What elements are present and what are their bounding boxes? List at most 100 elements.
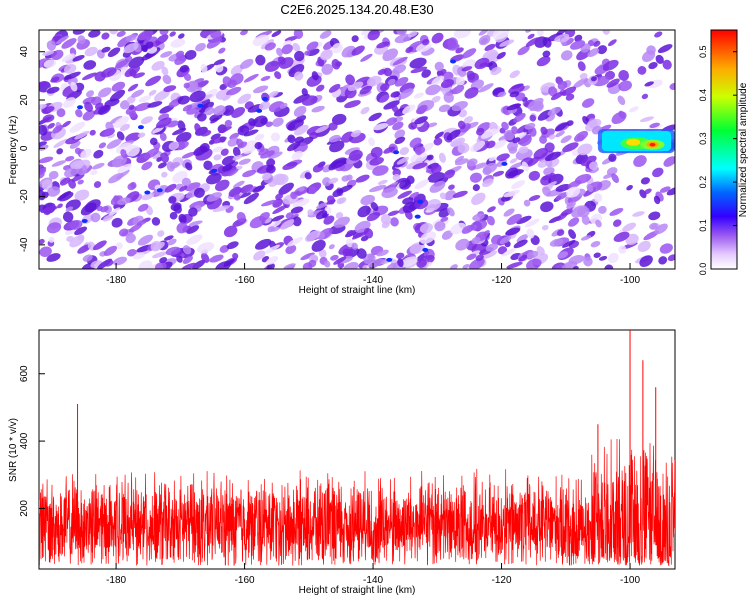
spectrogram-cell xyxy=(64,71,81,80)
spectrogram-cell xyxy=(496,158,507,167)
spectrogram-cell xyxy=(252,184,266,193)
spectrogram-cell xyxy=(84,101,94,112)
spectrogram-cell xyxy=(560,50,573,61)
spectrogram-x-label: Height of straight line (km) xyxy=(299,285,416,296)
spectrogram-cell xyxy=(82,72,97,81)
spectrogram-cell xyxy=(165,246,181,256)
spectrogram-cell xyxy=(186,234,203,245)
spectrogram-cell xyxy=(77,234,85,241)
spectrogram-cell xyxy=(649,122,660,129)
spectrogram-cell xyxy=(292,42,301,52)
spectrogram-cell xyxy=(565,93,575,101)
spectrogram-cell xyxy=(556,229,565,237)
spectrogram-cell xyxy=(524,218,540,228)
spectrogram-cell xyxy=(537,159,550,168)
spectrogram-cell xyxy=(287,141,301,152)
spectrogram-cell xyxy=(170,38,186,48)
spectrogram-cell xyxy=(120,149,128,159)
spectrogram-cell xyxy=(182,255,193,264)
spectrogram-cell xyxy=(376,41,390,49)
spectrogram-cell xyxy=(566,201,576,210)
spectrogram-cell xyxy=(666,187,675,196)
spectrogram-cell xyxy=(164,183,177,193)
spectrogram-cell xyxy=(350,129,362,138)
spectrogram-cell xyxy=(236,138,244,148)
spectrogram-cell xyxy=(355,174,370,183)
spectrogram-cell xyxy=(77,35,86,45)
spectrogram-cell xyxy=(573,77,588,89)
spectrogram-cell xyxy=(77,179,84,185)
spectrogram-cell xyxy=(406,160,423,170)
spectrogram-cell xyxy=(501,121,509,131)
spectrogram-cell xyxy=(407,31,418,38)
spectrogram-cell xyxy=(197,112,207,122)
spectrogram-cell xyxy=(118,228,129,237)
spectrogram-cell xyxy=(240,30,248,36)
spectrogram-cell xyxy=(405,46,414,54)
spectrogram-cell xyxy=(560,135,572,144)
spectrogram-cell xyxy=(434,221,446,232)
spectrogram-cell xyxy=(394,129,406,139)
spectrogram-cell xyxy=(176,255,183,263)
spectrogram-cell xyxy=(239,58,254,70)
spectrogram-cell xyxy=(206,173,222,185)
spectrogram-cell xyxy=(400,256,418,268)
spectrogram-cell xyxy=(567,180,582,189)
spectrogram-cell xyxy=(63,97,76,108)
spectrogram-cell xyxy=(102,214,114,222)
spectrogram-cell xyxy=(566,186,581,198)
spectrogram-cell xyxy=(602,173,614,179)
spectrogram-cell xyxy=(83,60,97,70)
spectrogram-cell xyxy=(667,254,675,262)
spectrogram-cell xyxy=(462,264,470,269)
spectrogram-cell xyxy=(82,110,96,121)
spectrogram-cell xyxy=(103,127,115,136)
spectrogram-cell xyxy=(306,41,319,51)
spectrogram-cell xyxy=(555,212,568,221)
spectrogram-cell xyxy=(472,213,485,221)
spectrogram-cell xyxy=(439,192,447,200)
spectrogram-cell xyxy=(387,78,396,86)
spectrogram-cell xyxy=(290,206,304,214)
spectrogram-cell xyxy=(301,95,318,106)
spectrogram-cell xyxy=(188,207,198,217)
spectrogram-cell xyxy=(652,167,664,178)
spectrogram-cell xyxy=(412,162,428,170)
spectrogram-cell xyxy=(98,87,112,98)
spectrogram-cell xyxy=(574,130,589,142)
spectrogram-cell xyxy=(548,134,556,140)
spectrogram-cell xyxy=(414,147,422,156)
spectrogram-cell xyxy=(659,186,671,193)
spectrogram-cell xyxy=(425,84,441,96)
spectrogram-cell xyxy=(47,122,55,129)
spectrogram-cell xyxy=(65,156,75,162)
spectrogram-cell xyxy=(555,192,569,201)
spectrogram-cell xyxy=(177,95,190,105)
spectrogram-cell xyxy=(451,101,468,112)
spectrogram-cell xyxy=(450,140,463,147)
spectrogram-cell xyxy=(104,98,120,107)
spectrogram-cell xyxy=(181,262,197,269)
spectrogram-cell xyxy=(137,125,144,130)
spectrogram-cell xyxy=(41,179,53,191)
spectrogram-cell xyxy=(151,217,161,226)
spectrogram-cell xyxy=(61,38,77,49)
spectrogram-cell xyxy=(331,59,341,70)
spectrogram-cell xyxy=(274,71,282,80)
spectrogram-cell xyxy=(127,83,139,92)
spectrogram-cell xyxy=(108,207,121,217)
snr-notable-peaks xyxy=(77,330,657,526)
spectrogram-cell xyxy=(185,162,193,171)
spectrogram-cell xyxy=(545,151,562,162)
spectrogram-cell xyxy=(369,157,384,166)
spectrogram-cell xyxy=(611,173,619,183)
spectrogram-cell xyxy=(203,160,213,171)
spectrogram-cell xyxy=(454,155,465,163)
spectrogram-cell xyxy=(359,85,372,95)
spectrogram-cell xyxy=(86,90,95,98)
spectrogram-cell xyxy=(126,95,136,104)
spectrogram-cell xyxy=(441,230,453,240)
spectrogram-cell xyxy=(377,179,388,185)
spectrogram-cell xyxy=(662,59,672,70)
spectrogram-cell xyxy=(133,252,145,260)
